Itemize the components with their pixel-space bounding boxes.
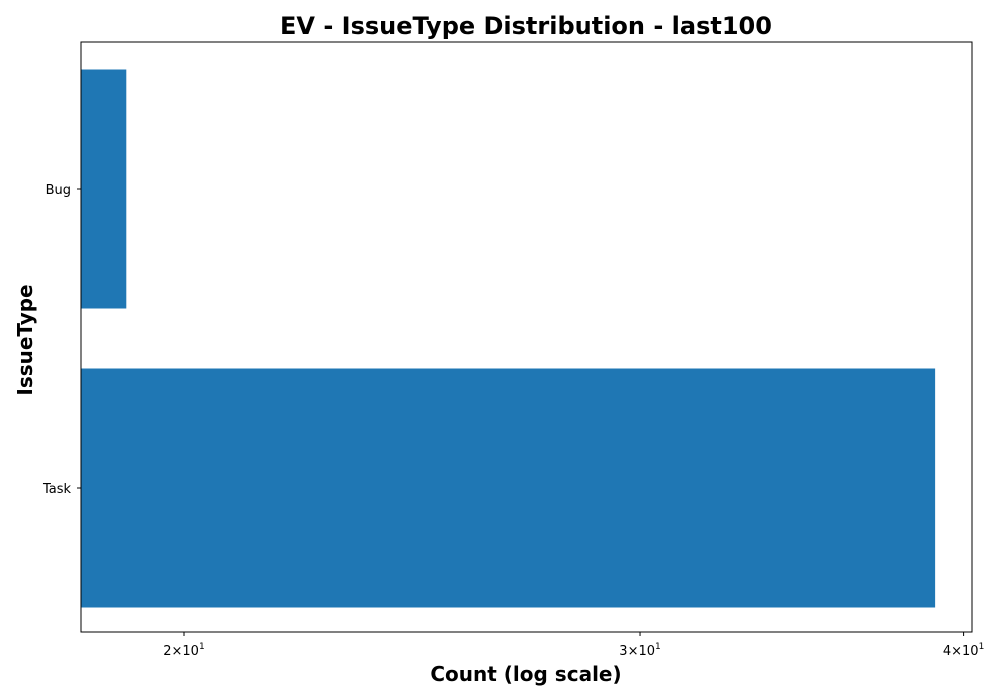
x-tick-label: 4×101: [943, 642, 984, 659]
bars-group: [81, 69, 936, 608]
bar-bug: [81, 69, 127, 309]
bar-task: [81, 368, 936, 608]
y-axis-label: IssueType: [13, 284, 37, 395]
chart-title: EV - IssueType Distribution - last100: [280, 12, 772, 40]
y-ticks-group: Bug Task: [42, 183, 81, 497]
y-tick-label: Bug: [46, 183, 71, 198]
x-tick-label: 3×101: [619, 642, 660, 659]
x-axis-label: Count (log scale): [430, 662, 621, 686]
plot-frame: [80, 41, 973, 633]
y-tick-label: Task: [42, 482, 72, 497]
x-tick-label: 2×101: [163, 642, 204, 659]
x-ticks-group: 2×101 3×101 4×101: [163, 632, 984, 659]
